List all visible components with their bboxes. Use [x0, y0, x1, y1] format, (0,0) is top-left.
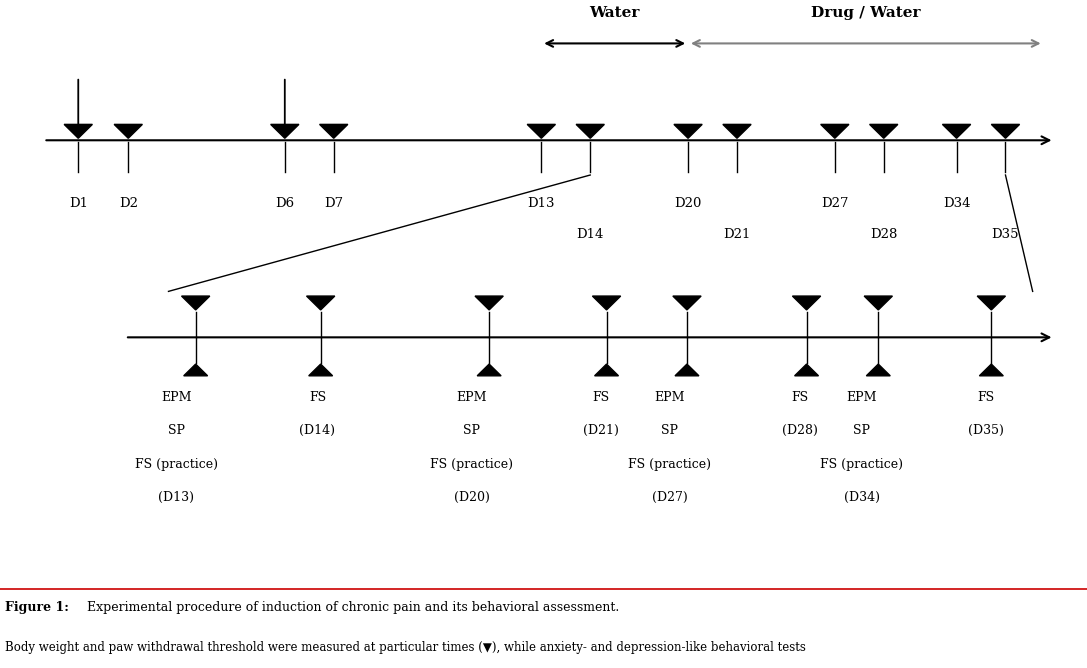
Text: D13: D13 [527, 197, 555, 210]
Text: FS: FS [791, 391, 809, 403]
Polygon shape [576, 124, 604, 138]
Text: D1: D1 [68, 197, 88, 210]
Text: SP: SP [167, 424, 185, 437]
Text: FS (practice): FS (practice) [430, 458, 513, 470]
Polygon shape [271, 124, 299, 138]
Polygon shape [592, 296, 621, 310]
Polygon shape [475, 296, 503, 310]
Polygon shape [477, 364, 501, 376]
Text: Figure 1:: Figure 1: [5, 601, 70, 614]
Polygon shape [723, 124, 751, 138]
Polygon shape [870, 124, 898, 138]
Polygon shape [979, 364, 1003, 376]
Text: (D34): (D34) [844, 491, 880, 504]
Text: (D21): (D21) [583, 424, 620, 437]
Polygon shape [864, 296, 892, 310]
Text: D7: D7 [324, 197, 343, 210]
Polygon shape [673, 296, 701, 310]
Text: D14: D14 [576, 228, 604, 241]
Polygon shape [595, 364, 619, 376]
Polygon shape [674, 124, 702, 138]
Text: Body weight and paw withdrawal threshold were measured at particular times (▼), : Body weight and paw withdrawal threshold… [5, 641, 807, 654]
Polygon shape [821, 124, 849, 138]
Text: D21: D21 [723, 228, 751, 241]
Polygon shape [942, 124, 971, 138]
Text: D2: D2 [118, 197, 138, 210]
Text: Drug / Water: Drug / Water [811, 6, 921, 20]
Polygon shape [866, 364, 890, 376]
Text: FS (practice): FS (practice) [135, 458, 217, 470]
Text: SP: SP [463, 424, 480, 437]
Text: (D27): (D27) [652, 491, 687, 504]
Text: EPM: EPM [161, 391, 191, 403]
Polygon shape [307, 296, 335, 310]
Text: Water: Water [589, 6, 640, 20]
Text: (D35): (D35) [967, 424, 1004, 437]
Polygon shape [792, 296, 821, 310]
Polygon shape [64, 124, 92, 138]
Polygon shape [977, 296, 1005, 310]
Text: FS: FS [309, 391, 326, 403]
Text: SP: SP [661, 424, 678, 437]
Text: FS (practice): FS (practice) [821, 458, 903, 470]
Polygon shape [309, 364, 333, 376]
Text: FS: FS [592, 391, 610, 403]
Text: (D13): (D13) [158, 491, 195, 504]
Text: EPM: EPM [457, 391, 487, 403]
Polygon shape [795, 364, 819, 376]
Text: EPM: EPM [654, 391, 685, 403]
Polygon shape [114, 124, 142, 138]
Polygon shape [320, 124, 348, 138]
Polygon shape [182, 296, 210, 310]
Text: D34: D34 [942, 197, 971, 210]
Text: D6: D6 [275, 197, 295, 210]
Text: SP: SP [853, 424, 871, 437]
Polygon shape [527, 124, 555, 138]
Text: D35: D35 [991, 228, 1020, 241]
Text: D27: D27 [821, 197, 849, 210]
Text: FS: FS [977, 391, 995, 403]
Text: (D14): (D14) [299, 424, 336, 437]
Text: EPM: EPM [847, 391, 877, 403]
Text: D28: D28 [870, 228, 898, 241]
Polygon shape [675, 364, 699, 376]
Text: D20: D20 [674, 197, 702, 210]
Text: Experimental procedure of induction of chronic pain and its behavioral assessmen: Experimental procedure of induction of c… [83, 601, 619, 614]
Text: (D28): (D28) [782, 424, 819, 437]
Polygon shape [184, 364, 208, 376]
Text: FS (practice): FS (practice) [628, 458, 711, 470]
Text: (D20): (D20) [453, 491, 490, 504]
Polygon shape [991, 124, 1020, 138]
